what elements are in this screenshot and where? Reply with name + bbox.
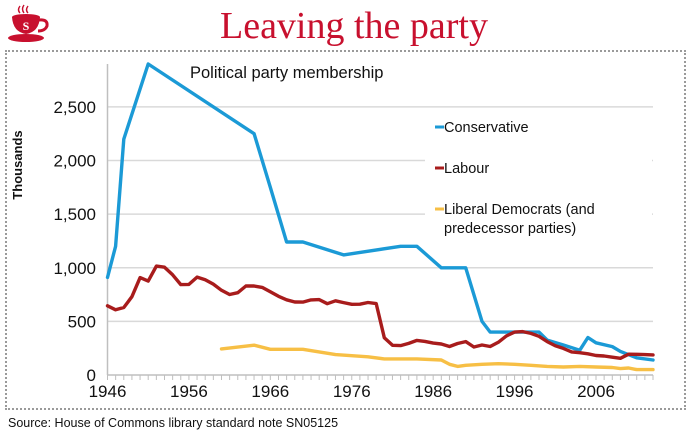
x-tick-label: 2006 bbox=[577, 382, 615, 401]
source-note: Source: House of Commons library standar… bbox=[8, 416, 339, 430]
y-tick-label: 2,500 bbox=[53, 98, 96, 117]
x-tick-label: 1986 bbox=[414, 382, 452, 401]
y-tick-labels: 0 500 1,000 1,500 2,000 2,500 bbox=[53, 98, 96, 385]
series-line-conservative bbox=[105, 62, 655, 362]
page-title: Leaving the party bbox=[219, 5, 488, 47]
y-tick-label: 2,000 bbox=[53, 152, 96, 171]
chart-frame bbox=[5, 50, 686, 410]
series-line-libdem bbox=[219, 343, 655, 372]
series-line-labour bbox=[105, 264, 655, 360]
x-tick-label: 1946 bbox=[89, 382, 127, 401]
y-tick-label: 0 bbox=[87, 366, 96, 385]
legend-label-libdem-line2: predecessor parties) bbox=[444, 221, 576, 237]
legend-label-conservative: Conservative bbox=[444, 120, 529, 136]
axes bbox=[106, 64, 654, 380]
teacup-icon bbox=[8, 4, 49, 42]
legend-label-libdem-line1: Liberal Democrats (and bbox=[444, 202, 595, 218]
y-tick-label: 500 bbox=[68, 312, 96, 331]
x-tick-label: 1966 bbox=[251, 382, 289, 401]
x-tick-labels: 1946 1956 1966 1976 1986 1996 2006 bbox=[89, 382, 615, 401]
x-tick-label: 1996 bbox=[496, 382, 534, 401]
legend: Conservative Labour Liberal Democrats (a… bbox=[435, 120, 595, 237]
teacup-logo: S bbox=[8, 4, 49, 42]
legend-background bbox=[425, 112, 652, 252]
logo-letter: S bbox=[23, 19, 30, 33]
y-tick-label: 1,500 bbox=[53, 205, 96, 224]
series-lines bbox=[105, 62, 655, 372]
chart-title: Political party membership bbox=[190, 64, 384, 82]
x-tick-label: 1956 bbox=[170, 382, 208, 401]
x-tick-label: 1976 bbox=[333, 382, 371, 401]
y-tick-label: 1,000 bbox=[53, 259, 96, 278]
legend-label-labour: Labour bbox=[444, 161, 489, 177]
y-axis-label: Thousands bbox=[10, 130, 25, 199]
